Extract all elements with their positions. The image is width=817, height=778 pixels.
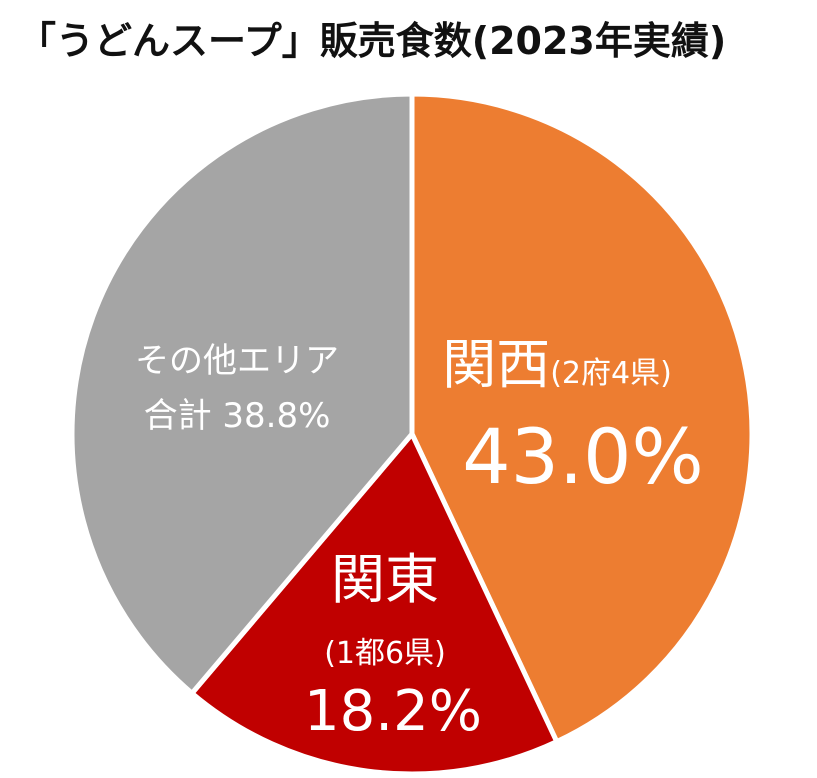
pie-slice-3 — [69, 91, 415, 696]
kansai-value-label: 43.0% — [462, 412, 703, 501]
other-value-label: 38.8% — [222, 396, 330, 436]
chart-title: 「うどんスープ」販売食数(2023年実績) — [18, 19, 727, 63]
kanto-value-label: 18.2% — [304, 679, 482, 744]
svg-text:合計 38.8%: 合計 38.8% — [144, 396, 331, 436]
svg-text:関西(2府4県): 関西(2府4県) — [442, 333, 672, 396]
kansai-label-group: 関西(2府4県) 43.0% — [442, 333, 704, 501]
kansai-name-label: 関西 — [442, 333, 550, 396]
other-name-label: その他エリア — [135, 341, 339, 381]
kanto-name-label: 関東 — [331, 548, 439, 611]
pie-slice-1 — [409, 91, 755, 745]
pie-slice-2 — [189, 431, 560, 777]
kanto-label-group: 関東 (1都6県) 18.2% — [304, 548, 482, 744]
kansai-sub-label: (2府4県) — [550, 356, 672, 391]
other-label-group: その他エリア 合計 38.8% — [135, 341, 339, 436]
other-sub-label: 合計 — [144, 396, 212, 436]
pie-slices — [69, 91, 755, 777]
kanto-sub-label: (1都6県) — [324, 636, 446, 671]
